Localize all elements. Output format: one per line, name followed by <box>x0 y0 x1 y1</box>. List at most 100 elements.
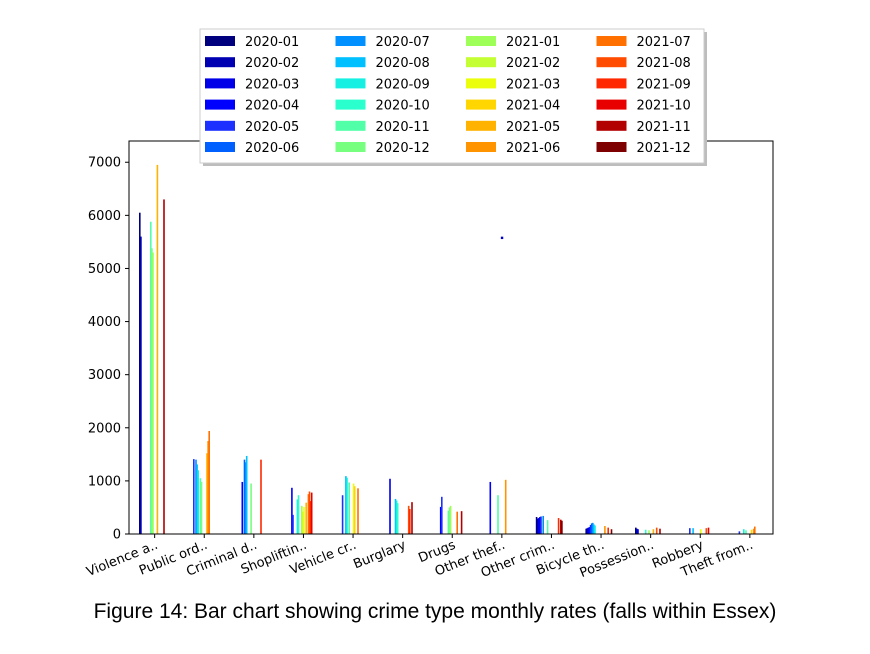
legend-swatch <box>335 78 366 89</box>
legend-swatch <box>596 99 627 110</box>
bar <box>700 529 702 534</box>
bar <box>296 499 299 534</box>
legend-label: 2020-04 <box>245 99 299 114</box>
bar <box>152 252 154 534</box>
bar <box>592 522 594 534</box>
bar <box>644 529 647 534</box>
bar <box>707 527 710 534</box>
bar <box>635 527 637 534</box>
bar <box>590 523 593 534</box>
bar <box>692 528 694 534</box>
bar <box>243 459 246 534</box>
bar <box>140 236 142 534</box>
legend-label: 2021-06 <box>506 141 560 156</box>
legend-label: 2020-05 <box>245 120 299 135</box>
bar <box>260 459 262 534</box>
bar <box>754 526 756 534</box>
legend-label: 2020-03 <box>245 77 299 92</box>
annotations <box>500 236 504 240</box>
bar <box>648 530 650 534</box>
legend-swatch <box>335 120 366 131</box>
bar <box>593 524 595 534</box>
legend-swatch <box>335 99 366 110</box>
bar <box>587 527 590 534</box>
legend-swatch <box>596 142 627 152</box>
bar <box>341 495 344 534</box>
legend-swatch <box>205 120 235 131</box>
bar <box>752 528 755 534</box>
bar <box>439 506 442 534</box>
legend-swatch <box>596 36 627 46</box>
stray-marker <box>500 236 504 240</box>
bar <box>750 529 753 534</box>
bar <box>456 511 458 534</box>
bar <box>301 505 303 534</box>
bar <box>743 529 745 534</box>
legend-swatch <box>205 36 235 46</box>
legend-swatch <box>205 142 235 152</box>
bar <box>607 527 609 534</box>
bar <box>542 515 544 534</box>
bar <box>195 459 197 534</box>
bar <box>586 528 589 534</box>
bar <box>411 502 413 534</box>
bar <box>441 496 443 534</box>
bar <box>637 529 639 534</box>
legend-swatch <box>466 99 496 110</box>
legend-swatch <box>466 78 496 89</box>
bar <box>504 479 507 534</box>
legend-label: 2021-05 <box>506 120 560 135</box>
legend-label: 2020-10 <box>376 99 430 114</box>
bar <box>199 478 202 534</box>
bar <box>139 212 141 534</box>
bar <box>250 483 252 534</box>
bar <box>536 518 539 534</box>
bar <box>352 483 355 534</box>
bar <box>348 482 350 534</box>
legend-label: 2020-01 <box>245 35 299 50</box>
bar <box>297 495 300 534</box>
legend-label: 2020-12 <box>376 141 430 156</box>
bar <box>636 528 638 534</box>
bar <box>394 498 397 534</box>
bar <box>589 524 592 534</box>
bar <box>705 528 708 534</box>
y-tick-label: 3000 <box>88 368 121 383</box>
legend-swatch <box>205 99 235 110</box>
legend-label: 2020-08 <box>376 56 430 71</box>
bar <box>353 486 356 534</box>
bar <box>560 519 562 534</box>
legend-swatch <box>205 57 235 68</box>
bar <box>206 453 208 534</box>
bar <box>497 495 499 534</box>
bar <box>395 500 398 534</box>
bar <box>389 478 391 534</box>
bar <box>305 502 307 534</box>
x-axis: Violence a..Public ord..Criminal d..Shop… <box>84 534 755 581</box>
bar <box>307 494 310 534</box>
y-tick-label: 6000 <box>88 209 121 224</box>
bar <box>292 514 294 534</box>
bar <box>156 164 159 534</box>
bar <box>535 517 538 534</box>
legend-label: 2021-02 <box>506 56 560 71</box>
legend-label: 2021-08 <box>637 56 691 71</box>
bar <box>309 501 312 534</box>
legend-box <box>199 28 705 164</box>
legend-swatch <box>466 142 496 152</box>
legend-label: 2020-06 <box>245 141 299 156</box>
legend-swatch <box>335 57 366 68</box>
bar <box>357 488 359 534</box>
legend-label: 2020-11 <box>376 120 430 135</box>
bar <box>489 481 492 534</box>
bar <box>207 441 209 534</box>
bar <box>449 505 452 534</box>
figure-caption: Figure 14: Bar chart showing crime type … <box>93 600 777 623</box>
bar <box>539 517 541 534</box>
legend-swatch <box>205 78 235 89</box>
bar <box>594 525 596 534</box>
crime-bar-chart: 0 1000 2000 3000 4000 5000 6000 7000 Violence a… <box>84 28 774 581</box>
bar <box>604 526 606 534</box>
plot-frame <box>128 140 774 535</box>
bar <box>655 527 658 534</box>
